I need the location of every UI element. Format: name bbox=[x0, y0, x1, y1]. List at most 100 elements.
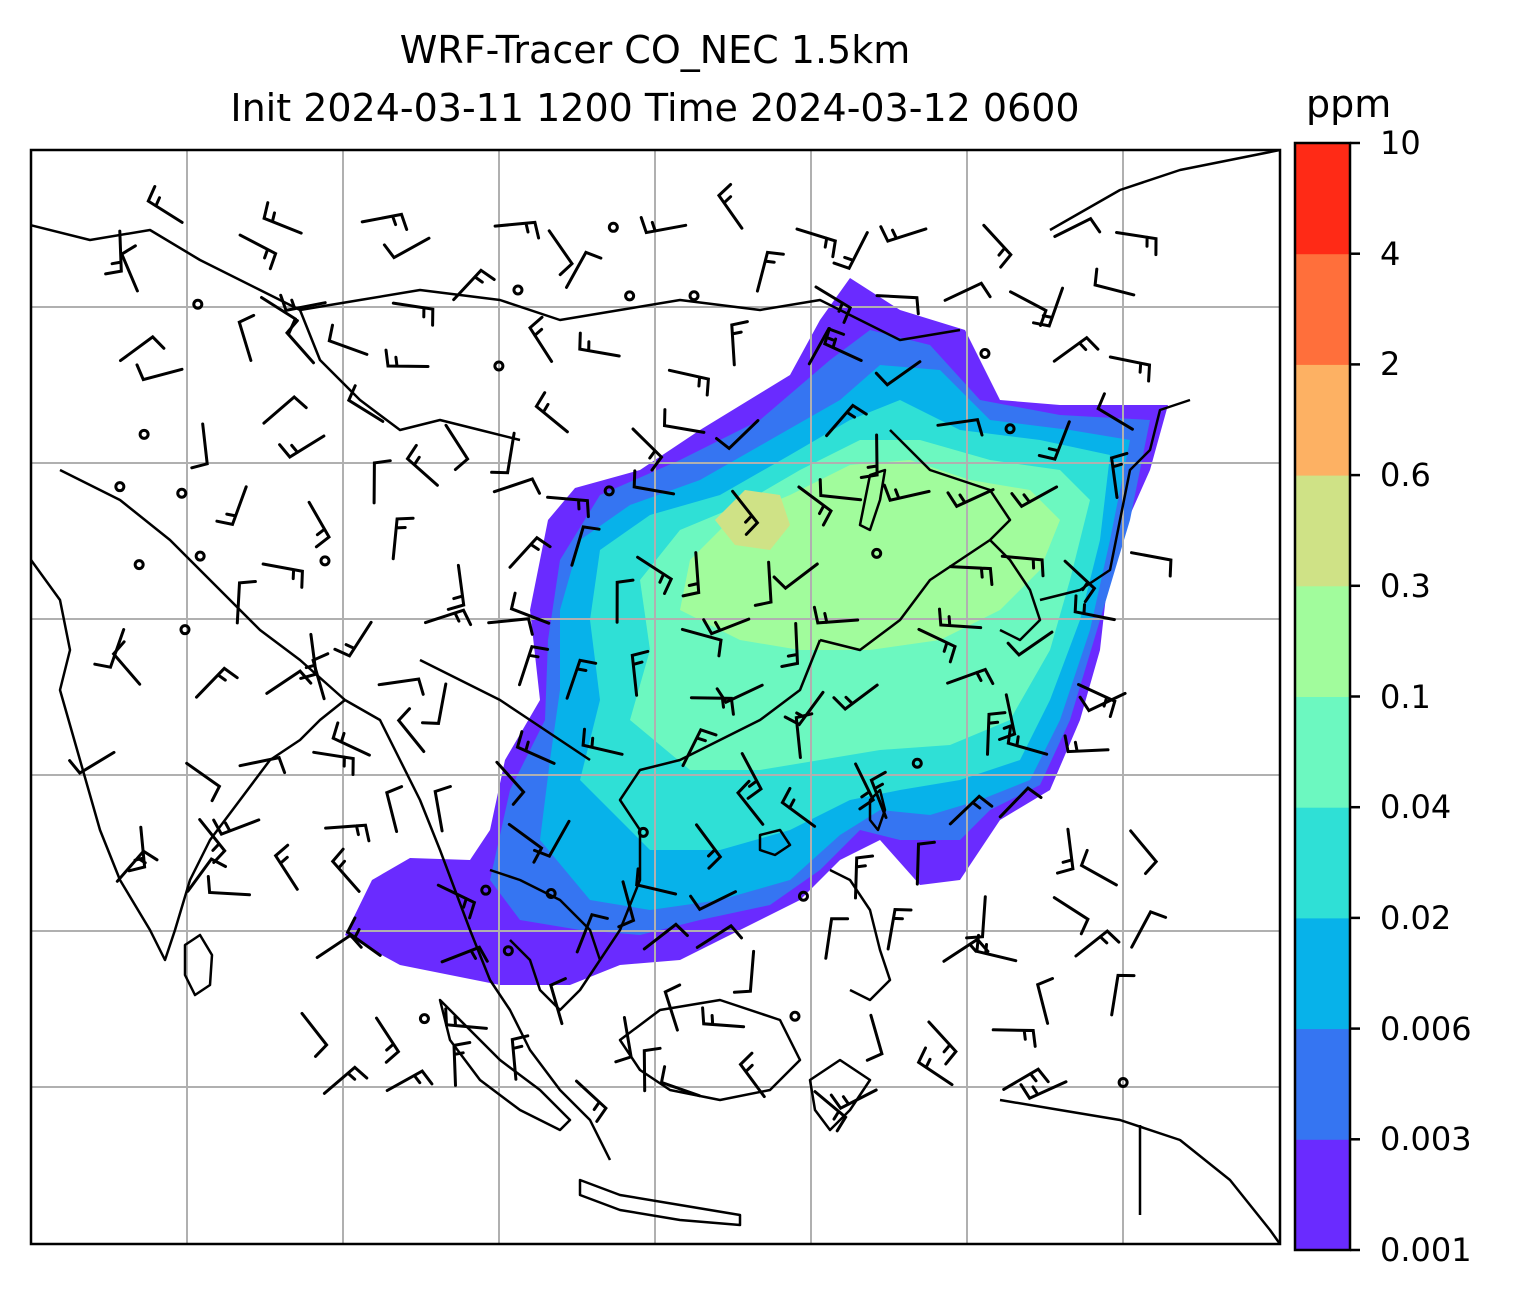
wind-barb bbox=[927, 1020, 958, 1066]
wind-barb bbox=[186, 857, 227, 893]
wind-barb bbox=[581, 727, 624, 756]
colorbar-segment bbox=[1295, 253, 1350, 365]
wind-barb bbox=[1035, 977, 1054, 1025]
calm-wind-marker bbox=[637, 826, 649, 838]
wind-barb bbox=[635, 867, 678, 896]
wind-barb bbox=[1037, 420, 1071, 461]
colorbar-tick-label: 4 bbox=[1380, 234, 1401, 273]
wind-barb bbox=[715, 683, 764, 705]
wind-barb bbox=[865, 1013, 884, 1062]
wind-barb bbox=[780, 622, 800, 668]
wind-barb bbox=[215, 485, 248, 527]
wind-barb bbox=[68, 750, 116, 775]
colorbar-unit: ppm bbox=[1306, 82, 1392, 126]
colorbar-segment bbox=[1295, 807, 1350, 919]
wind-barb bbox=[565, 250, 603, 289]
title-line-2: Init 2024-03-11 1200 Time 2024-03-12 060… bbox=[230, 86, 1080, 130]
wind-barb bbox=[617, 880, 636, 929]
wind-barb bbox=[631, 427, 664, 472]
wind-barb bbox=[662, 408, 706, 434]
coastline-india bbox=[31, 559, 346, 962]
wind-barb bbox=[732, 949, 756, 994]
border-himalaya bbox=[59, 468, 346, 701]
calm-wind-marker bbox=[1117, 1076, 1129, 1088]
wind-barb bbox=[886, 907, 913, 951]
wind-barb bbox=[510, 1034, 530, 1081]
wind-barb bbox=[663, 983, 682, 1032]
wind-barb bbox=[946, 488, 995, 509]
calm-wind-marker bbox=[789, 1010, 801, 1022]
wind-barb bbox=[324, 823, 371, 843]
colorbar-segment bbox=[1295, 364, 1350, 476]
coastline-philippines bbox=[829, 868, 892, 1002]
wind-barb bbox=[492, 477, 541, 495]
wind-barb bbox=[322, 1065, 369, 1095]
wind-barb bbox=[938, 607, 983, 630]
wind-barb bbox=[135, 363, 184, 382]
calm-wind-marker bbox=[493, 360, 505, 372]
wind-barb bbox=[575, 912, 609, 954]
colorbar-tick-label: 0.6 bbox=[1380, 456, 1431, 495]
border-mongolia bbox=[299, 288, 961, 342]
wind-barb bbox=[822, 327, 863, 362]
wind-barb bbox=[869, 770, 888, 819]
coastline-hainan bbox=[758, 828, 792, 857]
lake-baikal bbox=[858, 468, 887, 532]
wind-barb bbox=[1073, 594, 1116, 622]
wind-barb bbox=[642, 1046, 662, 1093]
calm-wind-marker bbox=[179, 624, 191, 636]
wind-barb bbox=[680, 627, 723, 658]
wind-barb bbox=[1079, 848, 1118, 887]
calm-wind-marker bbox=[603, 485, 615, 497]
coastline-indochina bbox=[344, 698, 612, 1161]
colorbar-tick-label: 0.006 bbox=[1380, 1009, 1472, 1048]
calm-wind-marker bbox=[545, 888, 557, 900]
wind-barbs bbox=[68, 183, 1173, 1133]
colorbar-ticks bbox=[1350, 141, 1360, 1252]
calm-wind-marker bbox=[114, 481, 126, 493]
wind-barb bbox=[93, 628, 126, 669]
wind-barb bbox=[946, 667, 995, 686]
wind-barb bbox=[487, 617, 534, 636]
map-panel bbox=[31, 150, 1280, 1244]
wind-barb bbox=[119, 244, 139, 293]
colorbar-tick-label: 0.04 bbox=[1380, 788, 1452, 827]
wind-barb bbox=[1108, 355, 1152, 383]
wind-barb bbox=[738, 1051, 766, 1099]
wind-barb bbox=[262, 201, 303, 235]
wind-barb bbox=[265, 669, 313, 695]
wind-barb bbox=[528, 315, 554, 363]
wind-barb bbox=[1009, 290, 1048, 327]
island-sri-lanka bbox=[183, 933, 214, 997]
wind-barb bbox=[212, 818, 261, 836]
wind-barb bbox=[312, 750, 355, 776]
wind-barb bbox=[1032, 286, 1064, 328]
wind-barb bbox=[436, 883, 477, 920]
wind-barb bbox=[206, 875, 251, 897]
calm-wind-marker bbox=[133, 559, 145, 571]
wind-barb bbox=[917, 627, 957, 664]
wind-barb bbox=[508, 535, 552, 569]
wind-barb bbox=[824, 917, 850, 960]
wind-barb bbox=[235, 580, 257, 625]
calm-wind-marker bbox=[871, 547, 883, 559]
wind-barb bbox=[382, 236, 431, 260]
wind-barb bbox=[639, 216, 688, 235]
coastline-russia bbox=[1049, 150, 1280, 232]
wind-barb bbox=[262, 395, 308, 425]
wind-barb bbox=[874, 360, 922, 387]
wind-barb bbox=[854, 854, 875, 900]
wind-barb bbox=[794, 712, 814, 759]
calm-wind-marker bbox=[979, 347, 991, 359]
wind-barb bbox=[190, 422, 209, 470]
colorbar-segment bbox=[1295, 696, 1350, 808]
wind-barb bbox=[385, 1069, 434, 1092]
wind-barb bbox=[1110, 973, 1136, 1017]
wind-barb bbox=[346, 384, 385, 423]
coastline-sumatra bbox=[438, 998, 572, 1132]
colorbar bbox=[1295, 143, 1350, 1251]
wind-barb bbox=[391, 516, 415, 561]
wind-barb bbox=[731, 489, 760, 536]
coastline-java bbox=[578, 1178, 742, 1227]
wind-barb bbox=[636, 555, 674, 595]
